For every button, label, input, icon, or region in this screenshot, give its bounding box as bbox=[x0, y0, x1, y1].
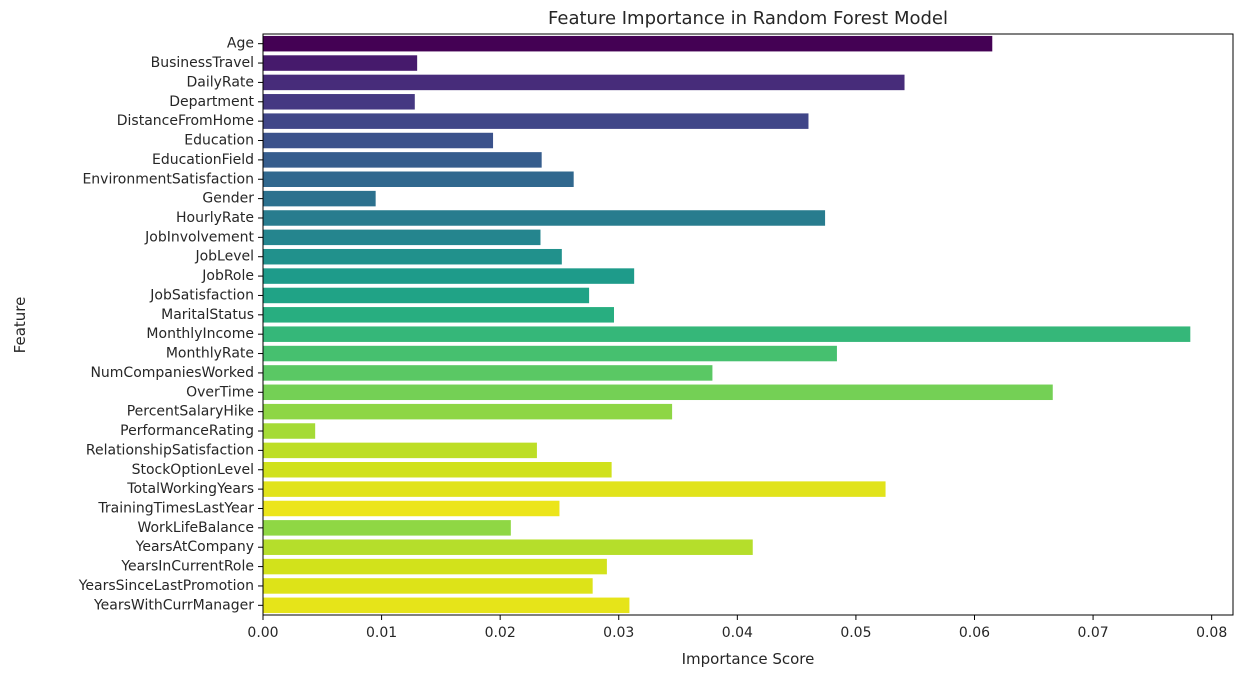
x-tick-label: 0.03 bbox=[603, 625, 634, 641]
x-axis-ticks: 0.00 0.01 0.02 0.03 0.04 0.05 0.06 0.07 0.08 bbox=[247, 615, 1227, 641]
y-tick-label: EducationField bbox=[152, 152, 254, 168]
y-tick-label: StockOptionLevel bbox=[132, 462, 254, 478]
bar-JobLevel bbox=[263, 248, 562, 265]
bar-EducationField bbox=[263, 152, 542, 168]
y-axis-label: Feature bbox=[11, 297, 29, 354]
y-tick-label: Gender bbox=[202, 191, 254, 207]
y-tick-label: BusinessTravel bbox=[151, 55, 254, 71]
y-tick-label: PercentSalaryHike bbox=[127, 404, 254, 420]
x-axis-label: Importance Score bbox=[682, 650, 815, 668]
x-tick-label: 0.07 bbox=[1077, 625, 1108, 641]
plot-frame bbox=[262, 33, 1234, 616]
y-tick-label: YearsInCurrentRole bbox=[120, 559, 254, 575]
y-tick-label: Education bbox=[184, 133, 254, 149]
y-tick-label: EnvironmentSatisfaction bbox=[82, 171, 254, 187]
y-tick-label: YearsSinceLastPromotion bbox=[78, 578, 254, 594]
y-tick-label: HourlyRate bbox=[176, 210, 254, 226]
x-tick-label: 0.04 bbox=[722, 625, 753, 641]
bar-Education bbox=[263, 132, 494, 149]
y-tick-label: Age bbox=[227, 36, 254, 52]
y-tick-label: JobSatisfaction bbox=[149, 287, 254, 303]
bar-MonthlyRate bbox=[263, 345, 837, 362]
bar-Department bbox=[263, 94, 415, 110]
y-tick-label: OverTime bbox=[186, 384, 254, 400]
x-tick-label: 0.02 bbox=[485, 625, 516, 641]
bar-JobSatisfaction bbox=[263, 287, 590, 304]
bar-YearsAtCompany bbox=[263, 539, 753, 555]
bar-BusinessTravel bbox=[263, 55, 418, 71]
x-tick-label: 0.08 bbox=[1196, 625, 1227, 641]
y-tick-label: DailyRate bbox=[186, 74, 254, 90]
y-tick-label: YearsAtCompany bbox=[135, 539, 254, 555]
y-tick-label: MaritalStatus bbox=[161, 307, 254, 323]
x-tick-label: 0.06 bbox=[959, 625, 990, 641]
bar-Gender bbox=[263, 190, 376, 207]
bar-EnvironmentSatisfaction bbox=[263, 171, 574, 187]
y-tick-label: JobRole bbox=[201, 268, 254, 284]
y-axis-ticks: Age BusinessTravel DailyRate Department Dist… bbox=[78, 36, 263, 613]
bar-StockOptionLevel bbox=[263, 462, 612, 478]
bar-OverTime bbox=[263, 384, 1053, 401]
bar-DistanceFromHome bbox=[263, 113, 809, 129]
y-tick-label: Department bbox=[169, 94, 254, 110]
bar-Age bbox=[263, 35, 993, 52]
y-tick-label: DistanceFromHome bbox=[117, 113, 254, 129]
y-tick-label: NumCompaniesWorked bbox=[90, 365, 254, 381]
bar-PerformanceRating bbox=[263, 423, 316, 439]
x-tick-label: 0.00 bbox=[247, 625, 278, 641]
bar-TrainingTimesLastYear bbox=[263, 500, 560, 517]
bar-HourlyRate bbox=[263, 210, 826, 226]
bar-YearsInCurrentRole bbox=[263, 558, 607, 575]
bar-YearsWithCurrManager bbox=[263, 597, 630, 614]
chart-title: Feature Importance in Random Forest Mode… bbox=[548, 8, 948, 29]
bar-JobInvolvement bbox=[263, 229, 541, 246]
bar-RelationshipSatisfaction bbox=[263, 442, 537, 459]
bars-group bbox=[263, 35, 1191, 614]
bar-MonthlyIncome bbox=[263, 326, 1191, 342]
y-tick-label: JobLevel bbox=[194, 249, 254, 265]
y-tick-label: TotalWorkingYears bbox=[126, 481, 254, 497]
y-tick-label: RelationshipSatisfaction bbox=[86, 442, 254, 458]
bar-MaritalStatus bbox=[263, 307, 615, 323]
bar-NumCompaniesWorked bbox=[263, 365, 713, 381]
y-tick-label: WorkLifeBalance bbox=[137, 520, 254, 536]
y-tick-label: PerformanceRating bbox=[120, 423, 254, 439]
x-tick-label: 0.01 bbox=[366, 625, 397, 641]
y-tick-label: JobInvolvement bbox=[144, 229, 254, 245]
bar-DailyRate bbox=[263, 74, 905, 91]
y-tick-label: YearsWithCurrManager bbox=[93, 597, 254, 613]
bar-PercentSalaryHike bbox=[263, 403, 673, 420]
bar-JobRole bbox=[263, 268, 635, 284]
bar-WorkLifeBalance bbox=[263, 520, 511, 536]
bar-TotalWorkingYears bbox=[263, 481, 886, 497]
x-tick-label: 0.05 bbox=[840, 625, 871, 641]
y-tick-label: MonthlyIncome bbox=[146, 326, 254, 342]
bar-YearsSinceLastPromotion bbox=[263, 578, 593, 594]
y-tick-label: TrainingTimesLastYear bbox=[97, 500, 254, 516]
y-tick-label: MonthlyRate bbox=[166, 346, 254, 362]
